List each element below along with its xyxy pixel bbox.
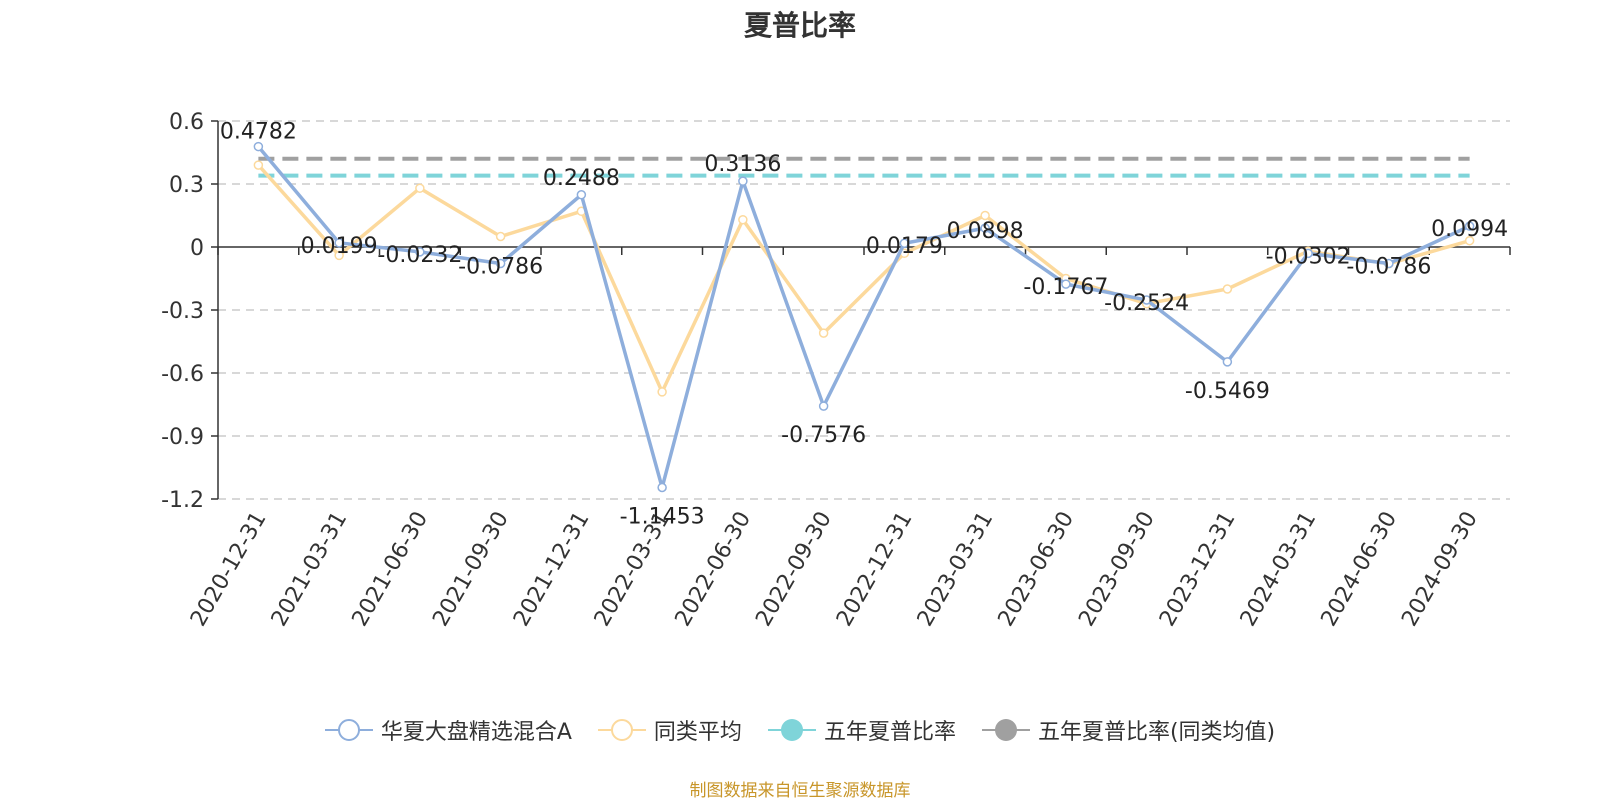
legend-label: 五年夏普比率(同类均值) [1037, 720, 1276, 745]
fund-point [899, 238, 910, 248]
fund-point [576, 190, 587, 200]
x-tick-label: 2023-03-31 [913, 508, 999, 631]
x-tick-label: 2023-09-30 [1074, 508, 1160, 631]
fund-line [257, 145, 1471, 490]
data-label: 0.2488 [543, 166, 620, 191]
peer-average-point [818, 328, 829, 338]
peer-average-point [415, 183, 425, 193]
x-tick-label: 2022-09-30 [751, 508, 837, 631]
peer-average-point [334, 250, 344, 261]
fund-point [980, 223, 990, 233]
peer-average-point [1464, 235, 1475, 246]
data-label: 0.0994 [1431, 217, 1508, 242]
legend-dot [994, 719, 1017, 741]
x-tick-label: 2020-12-31 [186, 508, 272, 631]
y-tick-label: 0.6 [169, 110, 204, 135]
fund-point [495, 258, 506, 269]
legend-label: 同类平均 [653, 720, 742, 745]
data-label: 0.0199 [301, 234, 378, 259]
data-label: -0.0302 [1266, 244, 1351, 269]
legend-item[interactable]: 五年夏普比率(同类均值) [981, 714, 1276, 746]
x-tick-label: 2024-09-30 [1397, 508, 1483, 631]
peer-average-point [1222, 284, 1233, 294]
data-label: 0.0898 [947, 219, 1024, 244]
chart-title: 夏普比率 [743, 9, 856, 42]
data-label: -0.0232 [377, 243, 462, 268]
legend[interactable]: 华夏大盘精选混合A 同类平均 五年夏普比率 五年夏普比率(同类均值) [0, 712, 1600, 748]
peer-average-point [980, 210, 990, 221]
x-tick-label: 2021-09-30 [428, 508, 514, 631]
x-tick-label: 2024-03-31 [1236, 508, 1322, 631]
fund-point [818, 401, 829, 411]
legend-marker-icon [597, 718, 646, 742]
legend-marker-icon [767, 718, 816, 742]
sharpe-ratio-chart: 0.6 0.3 0 -0.3 -0.6 -0.9 -1.22020-12-312021-03… [161, 110, 1511, 631]
legend-item[interactable]: 同类平均 [597, 714, 742, 746]
legend-label: 五年夏普比率 [823, 720, 956, 745]
legend-marker-icon [324, 718, 373, 742]
y-tick-label: 0.3 [169, 173, 204, 198]
x-tick-label: 2024-06-30 [1316, 508, 1402, 631]
data-label: -0.2524 [1104, 291, 1189, 316]
y-tick-label: -1.2 [161, 488, 204, 513]
x-tick-label: 2021-03-31 [267, 508, 353, 631]
fund-point [253, 141, 264, 152]
data-label: -0.5469 [1185, 379, 1270, 404]
peer-average-point [253, 160, 264, 170]
source-note: 制图数据来自恒生聚源数据库 [689, 781, 911, 801]
legend-item[interactable]: 华夏大盘精选混合A [324, 714, 572, 746]
y-tick-label: -0.3 [161, 299, 204, 324]
fund-point [657, 482, 667, 493]
fund-point [1384, 258, 1394, 269]
legend-dot [610, 719, 633, 741]
peer-average-point [738, 214, 748, 225]
fund-point [738, 176, 748, 186]
fund-point [1464, 221, 1475, 231]
x-tick-label: 2022-12-31 [832, 508, 918, 631]
legend-marker-icon [981, 718, 1030, 742]
legend-label: 华夏大盘精选混合A [380, 720, 572, 745]
y-tick-label: -0.9 [161, 425, 204, 450]
x-tick-label: 2023-06-30 [993, 508, 1079, 631]
legend-dot [337, 719, 360, 741]
data-label: 0.3136 [704, 152, 781, 177]
fund-point [1141, 295, 1152, 305]
fund-point [334, 238, 344, 248]
data-label: 0.4782 [220, 120, 297, 145]
x-tick-label: 2023-12-31 [1155, 508, 1241, 631]
data-label: -0.0786 [1346, 255, 1431, 280]
peer-average-point [495, 231, 506, 242]
y-tick-label: -0.6 [161, 362, 204, 387]
x-tick-label: 2021-06-30 [347, 508, 433, 631]
peer-average-line [257, 163, 1471, 394]
data-label: -0.7576 [781, 423, 866, 448]
x-tick-label: 2021-12-31 [509, 508, 595, 631]
data-label: -1.1453 [620, 505, 705, 530]
legend-dot [780, 719, 803, 741]
fund-point [415, 247, 425, 257]
data-label: -0.1767 [1023, 275, 1108, 300]
fund-point [1061, 279, 1071, 289]
data-label: 0.0179 [866, 234, 943, 259]
y-tick-label: 0 [190, 236, 204, 261]
fund-point [1222, 357, 1233, 367]
peer-average-point [657, 387, 667, 397]
fund-point [1303, 248, 1313, 259]
legend-item[interactable]: 五年夏普比率 [767, 714, 956, 746]
data-label: -0.0786 [458, 255, 543, 280]
